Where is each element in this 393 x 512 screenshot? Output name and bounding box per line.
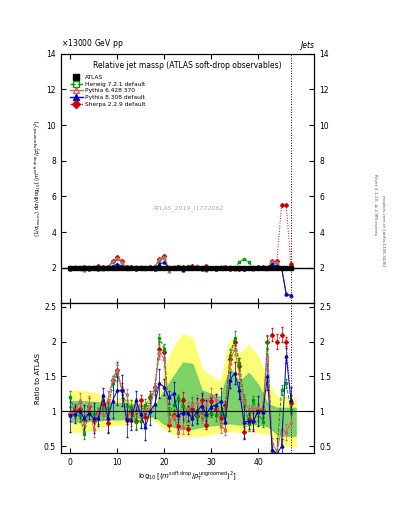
Text: Jets: Jets — [300, 41, 314, 50]
Text: Rivet 3.1.10, ≥ 2.9M events: Rivet 3.1.10, ≥ 2.9M events — [373, 174, 377, 236]
Y-axis label: Ratio to ATLAS: Ratio to ATLAS — [35, 353, 41, 404]
Text: mcplots.cern.ch [arXiv:1306.3436]: mcplots.cern.ch [arXiv:1306.3436] — [381, 195, 385, 266]
Legend: ATLAS, Herwig 7.2.1 default, Pythia 6.428 370, Pythia 8.308 default, Sherpa 2.2.: ATLAS, Herwig 7.2.1 default, Pythia 6.42… — [69, 74, 147, 108]
Y-axis label: $(1/\sigma_{\rm resum})\ \mathrm{d}\sigma/\mathrm{d}\log_{10}[(m^{\rm soft\ drop: $(1/\sigma_{\rm resum})\ \mathrm{d}\sigm… — [32, 120, 44, 238]
Text: ATLAS_2019_I1772062: ATLAS_2019_I1772062 — [152, 206, 223, 211]
Text: $\times$13000 GeV pp: $\times$13000 GeV pp — [61, 37, 123, 50]
X-axis label: $\log_{10}[(m^{\rm soft\ drop}/p_T^{\rm ungroomed})^2]$: $\log_{10}[(m^{\rm soft\ drop}/p_T^{\rm … — [138, 470, 237, 483]
Text: Relative jet massρ (ATLAS soft-drop observables): Relative jet massρ (ATLAS soft-drop obse… — [94, 61, 282, 70]
